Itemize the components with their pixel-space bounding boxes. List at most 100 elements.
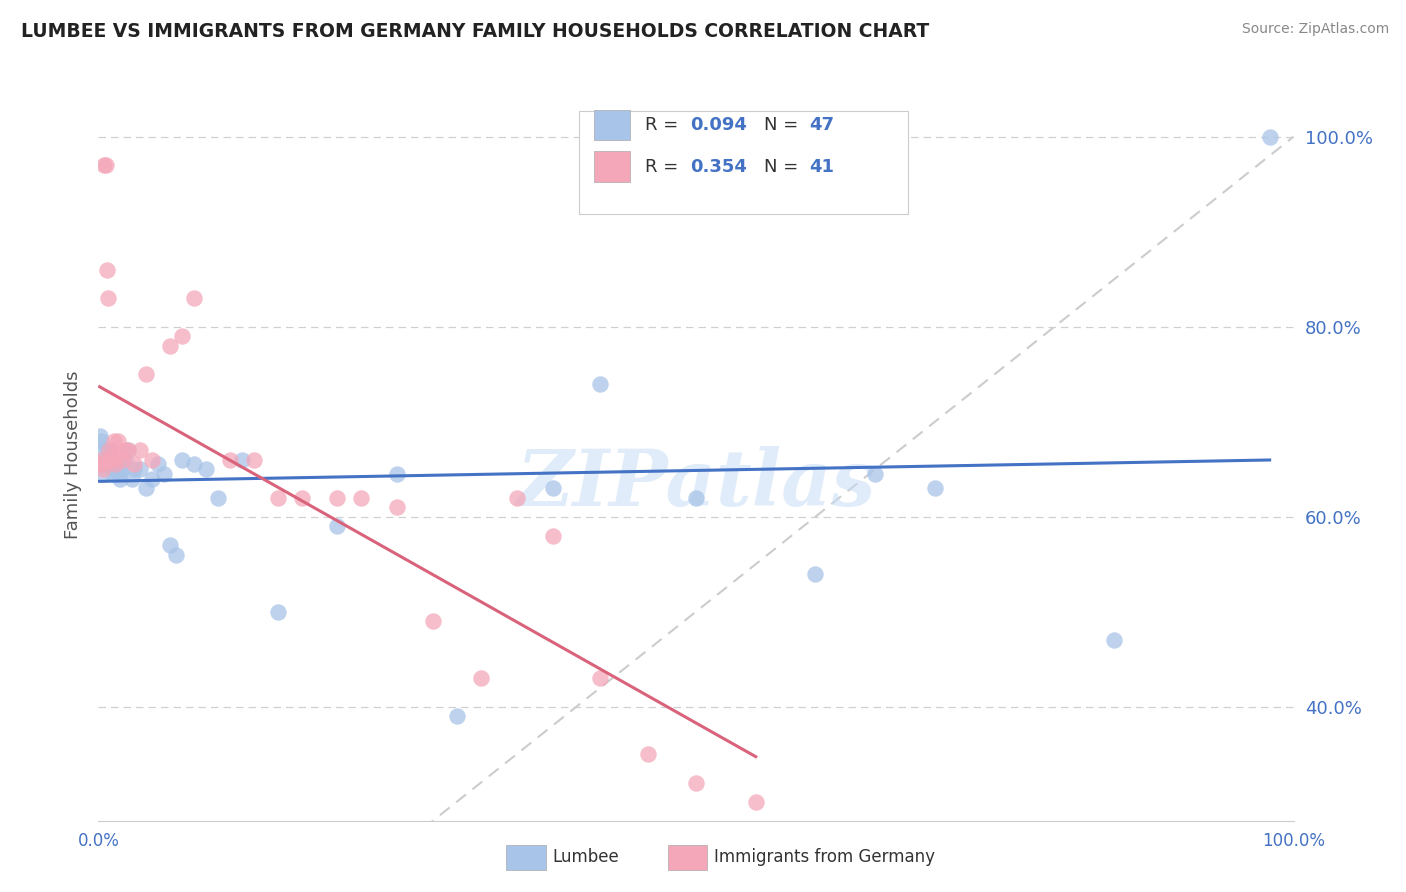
Point bbox=[219, 452, 242, 467]
Point bbox=[129, 443, 152, 458]
Point bbox=[98, 452, 122, 467]
Point bbox=[91, 458, 114, 472]
Point bbox=[91, 458, 114, 472]
Text: LUMBEE VS IMMIGRANTS FROM GERMANY FAMILY HOUSEHOLDS CORRELATION CHART: LUMBEE VS IMMIGRANTS FROM GERMANY FAMILY… bbox=[21, 22, 929, 41]
Point bbox=[243, 452, 266, 467]
Point bbox=[589, 376, 612, 391]
Point bbox=[117, 443, 139, 458]
Point bbox=[924, 481, 946, 495]
Point bbox=[385, 467, 409, 481]
Text: R =: R = bbox=[644, 116, 683, 134]
Point bbox=[541, 529, 564, 543]
Point bbox=[141, 472, 163, 486]
Text: Source: ZipAtlas.com: Source: ZipAtlas.com bbox=[1241, 22, 1389, 37]
Point bbox=[135, 481, 157, 495]
Text: N =: N = bbox=[763, 158, 804, 176]
Point bbox=[114, 452, 136, 467]
Point bbox=[153, 467, 176, 481]
Text: ZIPatlas: ZIPatlas bbox=[516, 446, 876, 523]
FancyBboxPatch shape bbox=[579, 112, 907, 213]
Point bbox=[105, 458, 128, 472]
Point bbox=[231, 452, 253, 467]
Text: Lumbee: Lumbee bbox=[553, 848, 619, 866]
Point bbox=[1258, 129, 1281, 144]
Text: 0.354: 0.354 bbox=[690, 158, 747, 176]
Point bbox=[207, 491, 229, 505]
Point bbox=[93, 467, 115, 481]
Point bbox=[589, 671, 612, 685]
Point bbox=[101, 452, 124, 467]
Point bbox=[148, 458, 170, 472]
Text: 0.094: 0.094 bbox=[690, 116, 747, 134]
Text: Immigrants from Germany: Immigrants from Germany bbox=[714, 848, 935, 866]
Point bbox=[326, 519, 349, 533]
Point bbox=[745, 795, 768, 809]
Point bbox=[117, 443, 139, 458]
Point bbox=[107, 462, 129, 476]
Point bbox=[541, 481, 564, 495]
Point bbox=[135, 367, 157, 381]
Point bbox=[90, 452, 112, 467]
Point bbox=[96, 443, 118, 458]
Point bbox=[114, 443, 136, 458]
Point bbox=[267, 491, 290, 505]
FancyBboxPatch shape bbox=[595, 110, 630, 140]
FancyBboxPatch shape bbox=[595, 152, 630, 182]
Point bbox=[89, 429, 111, 443]
Text: 47: 47 bbox=[810, 116, 835, 134]
Point bbox=[129, 462, 152, 476]
Point bbox=[97, 291, 120, 305]
Point bbox=[94, 158, 117, 172]
Point bbox=[124, 462, 146, 476]
Y-axis label: Family Households: Family Households bbox=[63, 371, 82, 539]
Point bbox=[111, 452, 134, 467]
Point bbox=[506, 491, 529, 505]
Point bbox=[103, 462, 125, 476]
Point bbox=[685, 775, 707, 789]
Point bbox=[470, 671, 492, 685]
Point bbox=[108, 448, 131, 462]
Point bbox=[685, 491, 707, 505]
Point bbox=[98, 452, 122, 467]
Text: R =: R = bbox=[644, 158, 683, 176]
Point bbox=[446, 709, 468, 723]
Point bbox=[101, 467, 124, 481]
Point bbox=[159, 538, 181, 552]
Point bbox=[267, 605, 290, 619]
Point bbox=[165, 548, 187, 562]
Point bbox=[326, 491, 349, 505]
Point bbox=[350, 491, 373, 505]
Point bbox=[124, 458, 146, 472]
Point bbox=[89, 458, 111, 472]
Point bbox=[172, 329, 194, 343]
Point bbox=[96, 262, 118, 277]
Text: N =: N = bbox=[763, 116, 804, 134]
Point bbox=[804, 566, 827, 581]
Point bbox=[108, 472, 131, 486]
Point bbox=[141, 452, 163, 467]
Point bbox=[97, 452, 120, 467]
Point bbox=[111, 462, 134, 476]
Text: 41: 41 bbox=[810, 158, 835, 176]
Point bbox=[183, 291, 205, 305]
Point bbox=[637, 747, 659, 761]
Point bbox=[865, 467, 887, 481]
Point bbox=[183, 458, 205, 472]
Point bbox=[159, 339, 181, 353]
Point bbox=[104, 458, 127, 472]
Point bbox=[172, 452, 194, 467]
Point bbox=[385, 500, 409, 515]
Point bbox=[98, 443, 121, 458]
Point bbox=[107, 434, 129, 448]
Point bbox=[422, 614, 444, 628]
Point bbox=[121, 472, 143, 486]
Point bbox=[91, 443, 114, 458]
Point bbox=[291, 491, 314, 505]
Point bbox=[93, 158, 115, 172]
Point bbox=[104, 462, 127, 476]
Point bbox=[103, 434, 125, 448]
Point bbox=[91, 462, 114, 476]
Point bbox=[90, 434, 112, 448]
Point bbox=[98, 443, 121, 458]
Point bbox=[100, 458, 122, 472]
